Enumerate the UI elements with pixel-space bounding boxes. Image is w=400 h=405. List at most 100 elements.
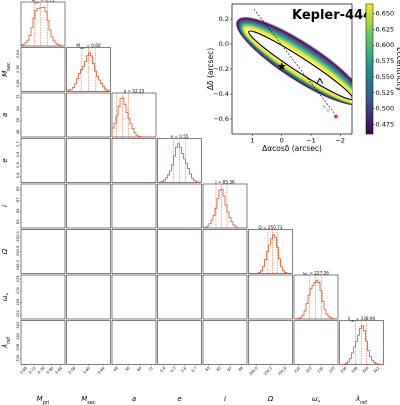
panel-frame — [66, 183, 111, 229]
x-tick-label: 48 — [113, 366, 120, 373]
histogram-title: λref = 338.94 — [348, 316, 376, 323]
orbit-sample — [241, 24, 352, 104]
y-tick-label: 83 — [16, 220, 20, 225]
contour-4-3 — [157, 183, 202, 229]
histogram-bars — [20, 6, 66, 47]
orbit-sample — [242, 25, 352, 104]
x-tick-label: 56 — [125, 366, 132, 373]
panel-frame — [20, 274, 66, 320]
orbit-sample — [237, 19, 352, 105]
panel-frame — [248, 274, 293, 320]
x-tick-label: 0.7 — [191, 366, 198, 373]
histogram-7-7: λref = 338.94 336 338 340 342 — [339, 316, 384, 374]
y-tick-label: 220 — [16, 310, 20, 318]
line-of-nodes — [253, 8, 337, 116]
contour-6-5 — [248, 274, 293, 320]
y-tick-label: 87 — [16, 198, 20, 203]
orbit-sample — [239, 22, 352, 105]
panel-frame — [66, 92, 111, 138]
x-tick-label: 85 — [216, 366, 222, 372]
x-tick-label: 250.5 — [263, 366, 273, 376]
orbit-samples — [235, 8, 352, 119]
x-tick-label: 336 — [340, 366, 348, 374]
orbit-sample — [241, 23, 352, 104]
orbit-sample — [240, 23, 352, 104]
panel-frame — [202, 320, 248, 365]
inset-y-tick-label: 0.2 — [219, 15, 229, 23]
histogram-6-6: ω* = 227.26 — [293, 270, 339, 320]
histogram-title: Mpri = 0.75 — [31, 0, 54, 4]
y-axis-label: Msec — [1, 62, 12, 77]
orbit-sample — [236, 17, 352, 106]
orbit-sample — [237, 18, 352, 105]
histogram-bars — [339, 325, 384, 365]
y-tick-label: 72 — [16, 94, 20, 99]
x-tick-label: 0.84 — [55, 366, 64, 375]
colorbar-tick-label: 0.550 — [376, 73, 395, 81]
panel-frame — [293, 320, 339, 365]
panel-frame — [66, 229, 111, 274]
x-tick-label: 0.64 — [97, 366, 106, 375]
contour-5-0: 249.0 250.5 252.0 — [16, 229, 66, 274]
colorbar-tick-label: 0.500 — [376, 105, 395, 113]
x-tick-label: 0.56 — [68, 366, 77, 375]
y-tick-label: 338 — [16, 343, 20, 351]
y-tick-label: 0.6 — [16, 151, 20, 157]
colorbar-tick-label: 0.625 — [376, 25, 395, 33]
histogram-title: Ω = 250.73 — [258, 225, 282, 230]
orbit-sample — [237, 18, 352, 105]
y-axis-label: Ω — [1, 248, 9, 255]
panel-frame — [20, 138, 66, 183]
orbit-sample — [243, 26, 352, 104]
histogram-2-2: a = 52.25 — [111, 88, 157, 138]
contour-3-0: 0.4 0.5 0.6 0.7 — [16, 138, 66, 183]
contour-7-1: 0.56 0.60 0.64 — [66, 320, 111, 375]
x-axis-label: λref — [355, 395, 367, 405]
histogram-title: i = 85.36 — [215, 179, 235, 184]
histogram-title: a = 52.25 — [124, 88, 145, 93]
panel-frame — [111, 138, 157, 183]
x-tick-label: 0.4 — [159, 366, 166, 373]
contour-3-2 — [111, 138, 157, 183]
colorbar-tick-label: 0.475 — [376, 120, 395, 128]
x-axis-label: Msec — [81, 395, 96, 405]
y-axis-label: ω* — [1, 292, 12, 301]
x-tick-label: 0.60 — [82, 366, 91, 375]
primary-star-icon — [277, 62, 286, 71]
panel-frame — [248, 320, 293, 365]
y-tick-label: 249.0 — [16, 259, 20, 270]
panel-frame — [202, 274, 248, 320]
y-tick-label: 252.0 — [16, 231, 20, 242]
orbit-sample — [239, 21, 352, 105]
histogram-bars — [202, 188, 248, 229]
x-tick-label: 0.5 — [170, 366, 177, 373]
panel-frame — [66, 320, 111, 365]
x-tick-label: 83 — [205, 366, 211, 372]
histogram-bars — [66, 52, 111, 92]
x-tick-label: 87 — [227, 366, 233, 372]
orbit-sample — [239, 21, 352, 105]
histogram-0-0: Mpri = 0.75 — [20, 0, 66, 47]
histogram-bars — [157, 143, 202, 183]
x-axis-label: e — [177, 395, 181, 403]
orbit-sample — [242, 25, 352, 104]
x-tick-label: 220 — [293, 366, 301, 374]
histogram-bars — [111, 97, 156, 138]
histogram-title: e = 0.55 — [170, 134, 188, 139]
panel-frame — [20, 183, 66, 229]
y-tick-label: 0.60 — [16, 64, 20, 73]
contour-2-0: 48 56 64 72 — [16, 92, 66, 138]
y-tick-label: 225 — [16, 299, 20, 306]
x-tick-label: 338 — [351, 366, 359, 374]
panel-frame — [20, 229, 66, 274]
x-tick-label: 0.80 — [46, 366, 55, 375]
histogram-4-4: i = 85.36 — [202, 179, 248, 229]
orbit-sample — [238, 20, 352, 105]
y-tick-label: 250.5 — [16, 246, 20, 256]
x-tick-label: 0.72 — [28, 366, 36, 374]
direction-arrow-icon — [316, 77, 324, 84]
y-tick-label: 0.5 — [16, 162, 20, 168]
x-tick-label: 225 — [305, 366, 313, 374]
y-tick-label: 89 — [16, 186, 20, 191]
